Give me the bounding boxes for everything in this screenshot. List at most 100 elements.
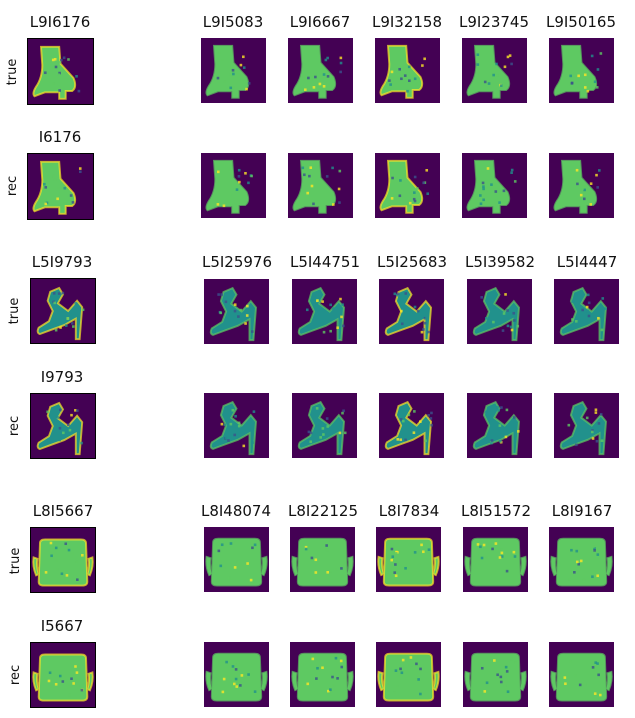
sandal-texture-pixel bbox=[571, 300, 575, 303]
bag-texture-pixel bbox=[496, 673, 499, 677]
boot-texture-pixel bbox=[247, 82, 251, 85]
sandal-texture-pixel bbox=[329, 329, 332, 333]
group-2-true-image-1 bbox=[30, 278, 96, 344]
boot-texture-pixel bbox=[413, 191, 416, 194]
sandal-texture-pixel bbox=[246, 304, 249, 308]
boot-texture-pixel bbox=[322, 73, 326, 76]
group-2-true-title-6: L5I4447 bbox=[556, 253, 618, 271]
group-2-true-image-2 bbox=[204, 279, 269, 344]
boot-texture-pixel bbox=[413, 175, 417, 179]
boot-texture-pixel bbox=[583, 188, 586, 192]
sandal-texture-pixel bbox=[590, 430, 594, 434]
bag-texture-pixel bbox=[253, 543, 257, 547]
sandal-texture-pixel bbox=[399, 438, 403, 442]
bag-texture-pixel bbox=[253, 690, 257, 693]
sandal-texture-pixel bbox=[498, 424, 502, 427]
sandal-texture-pixel bbox=[430, 411, 433, 415]
boot-texture-pixel bbox=[216, 170, 220, 174]
group-2-true-image-5 bbox=[467, 279, 532, 344]
boot-texture-pixel bbox=[228, 168, 231, 172]
sandal-texture-pixel bbox=[321, 427, 325, 430]
bag-texture-pixel bbox=[499, 675, 503, 679]
boot-texture-pixel bbox=[416, 187, 419, 190]
sandal-texture-pixel bbox=[219, 311, 223, 315]
sandal-texture-pixel bbox=[239, 308, 243, 312]
bag-texture-pixel bbox=[596, 662, 599, 665]
boot-texture-pixel bbox=[54, 65, 58, 69]
group-1-rec-image-5 bbox=[462, 153, 527, 218]
boot-thumbnail-graphic bbox=[292, 44, 343, 99]
sandal-outline bbox=[472, 400, 521, 456]
bag-texture-pixel bbox=[598, 693, 602, 697]
sandal-outline bbox=[559, 286, 608, 342]
bag-texture-pixel bbox=[320, 547, 324, 550]
sandal-silhouette bbox=[473, 288, 519, 341]
sandal-silhouette bbox=[37, 287, 83, 340]
group-3-true-image-3 bbox=[290, 527, 355, 592]
sandal-texture-pixel bbox=[245, 314, 249, 317]
sandal-texture-pixel bbox=[252, 410, 256, 413]
sandal-texture-pixel bbox=[56, 416, 60, 419]
sandal-texture-pixel bbox=[67, 423, 70, 427]
boot-texture-pixel bbox=[75, 75, 78, 78]
boot-texture-pixel bbox=[479, 202, 483, 206]
bag-texture-pixel bbox=[591, 575, 594, 579]
bag-thumbnail-graphic bbox=[291, 652, 354, 702]
sandal-silhouette bbox=[210, 288, 256, 341]
bag-texture-pixel bbox=[504, 665, 508, 669]
boot-texture-pixel bbox=[67, 58, 70, 61]
boot-texture-pixel bbox=[44, 186, 48, 189]
sandal-texture-pixel bbox=[233, 303, 237, 306]
sandal-texture-pixel bbox=[74, 409, 77, 412]
sandal-texture-pixel bbox=[244, 322, 247, 325]
boot-texture-pixel bbox=[504, 81, 508, 85]
group-1-rec-row-label: rec bbox=[5, 175, 20, 197]
sandal-texture-pixel bbox=[72, 325, 75, 328]
boot-outline bbox=[553, 159, 598, 214]
boot-texture-pixel bbox=[63, 201, 67, 205]
group-3-true-title-2: L8I48074 bbox=[200, 502, 272, 520]
bag-texture-pixel bbox=[485, 556, 489, 559]
sandal-texture-pixel bbox=[71, 322, 74, 325]
bag-texture-pixel bbox=[70, 677, 73, 680]
boot-texture-pixel bbox=[510, 168, 514, 172]
group-3-true-title-6: L8I9167 bbox=[551, 502, 613, 520]
bag-outline bbox=[550, 652, 613, 702]
group-1-true-title-2: L9I5083 bbox=[202, 13, 264, 31]
boot-texture-pixel bbox=[589, 182, 593, 185]
sandal-outline bbox=[384, 286, 433, 342]
sandal-texture-pixel bbox=[574, 320, 578, 323]
bag-outline bbox=[464, 652, 527, 702]
boot-texture-pixel bbox=[79, 170, 82, 174]
boot-texture-pixel bbox=[62, 56, 66, 60]
boot-texture-pixel bbox=[307, 76, 310, 80]
boot-texture-pixel bbox=[506, 55, 510, 59]
sandal-thumbnail-graphic bbox=[36, 401, 84, 456]
boot-texture-pixel bbox=[326, 75, 330, 78]
boot-texture-pixel bbox=[239, 63, 243, 67]
bag-texture-pixel bbox=[589, 667, 593, 671]
boot-texture-pixel bbox=[247, 181, 250, 185]
boot-texture-pixel bbox=[569, 74, 573, 78]
bag-texture-pixel bbox=[236, 663, 240, 667]
bag-texture-pixel bbox=[335, 567, 338, 571]
bag-texture-pixel bbox=[570, 548, 573, 552]
bag-texture-pixel bbox=[310, 577, 314, 581]
sandal-texture-pixel bbox=[305, 308, 309, 312]
group-2-rec-image-2 bbox=[204, 393, 269, 458]
sandal-texture-pixel bbox=[585, 416, 589, 420]
bag-texture-pixel bbox=[505, 670, 509, 673]
sandal-texture-pixel bbox=[591, 429, 594, 432]
bag-texture-pixel bbox=[340, 574, 344, 578]
bag-texture-pixel bbox=[64, 542, 68, 546]
bag-texture-pixel bbox=[239, 684, 242, 687]
boot-texture-pixel bbox=[495, 62, 498, 66]
bag-texture-pixel bbox=[390, 558, 394, 562]
bag-texture-pixel bbox=[72, 682, 75, 685]
bag-texture-pixel bbox=[417, 678, 420, 681]
boot-texture-pixel bbox=[57, 186, 60, 190]
boot-texture-pixel bbox=[52, 82, 55, 86]
group-3-rec-image-5 bbox=[463, 642, 528, 707]
group-3-rec-row-label: rec bbox=[8, 664, 23, 686]
group-2-true-title-4: L5I25683 bbox=[376, 253, 448, 271]
